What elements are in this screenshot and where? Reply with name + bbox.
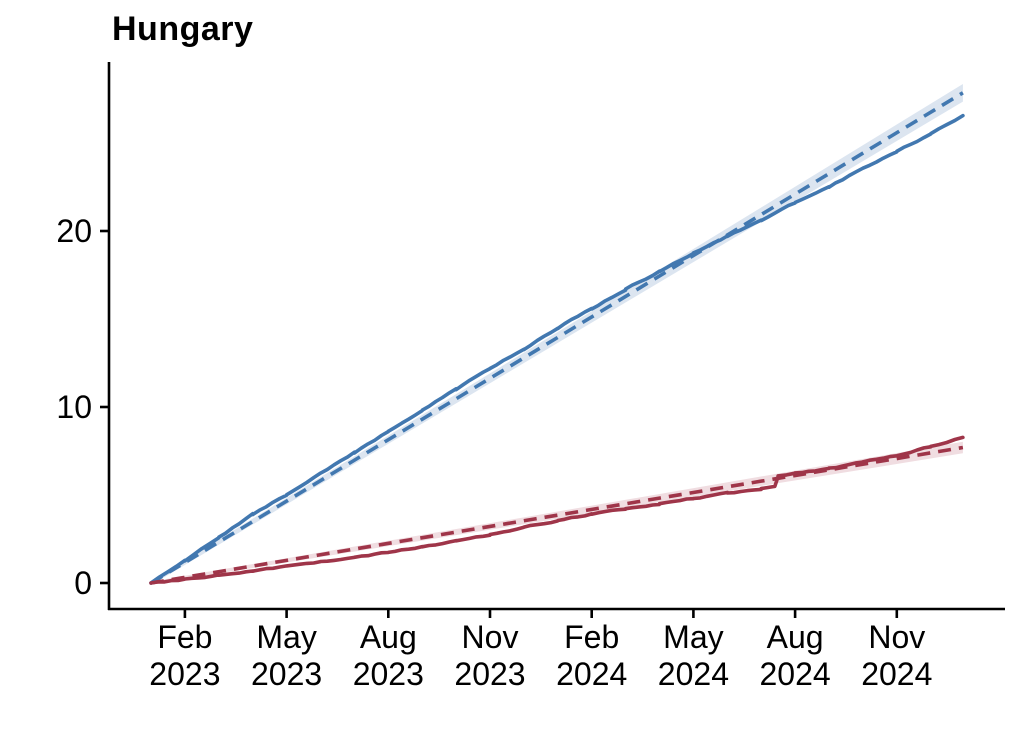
chart-title: Hungary	[112, 10, 254, 48]
x-tick-label-month: Feb	[564, 619, 619, 655]
y-tick-label: 20	[56, 213, 92, 249]
x-tick-label-year: 2024	[658, 656, 729, 692]
series-line-blue-expected-trend	[150, 91, 964, 585]
series-line-red-observed	[149, 435, 965, 585]
series-line-blue-observed	[149, 113, 965, 585]
x-tick-label-year: 2023	[251, 656, 322, 692]
y-tick-label: 10	[56, 389, 92, 425]
series-line-red-expected-trend	[150, 445, 964, 585]
x-tick-label-year: 2023	[454, 656, 525, 692]
x-tick-label-month: Feb	[157, 619, 212, 655]
x-tick-label-month: May	[256, 619, 316, 655]
confidence-band-red-expected-trend	[151, 441, 963, 585]
x-tick-label-month: Aug	[360, 619, 417, 655]
x-tick-label-month: May	[663, 619, 723, 655]
x-tick-label-year: 2023	[353, 656, 424, 692]
confidence-band-blue-expected-trend	[151, 84, 963, 586]
y-tick-label: 0	[74, 565, 92, 601]
x-tick-label-year: 2024	[760, 656, 831, 692]
x-tick-label-month: Nov	[462, 619, 519, 655]
x-tick-label-year: 2024	[556, 656, 627, 692]
x-tick-label-year: 2024	[861, 656, 932, 692]
x-tick-label-year: 2023	[149, 656, 220, 692]
x-tick-label-month: Aug	[767, 619, 824, 655]
x-tick-label-month: Nov	[868, 619, 925, 655]
